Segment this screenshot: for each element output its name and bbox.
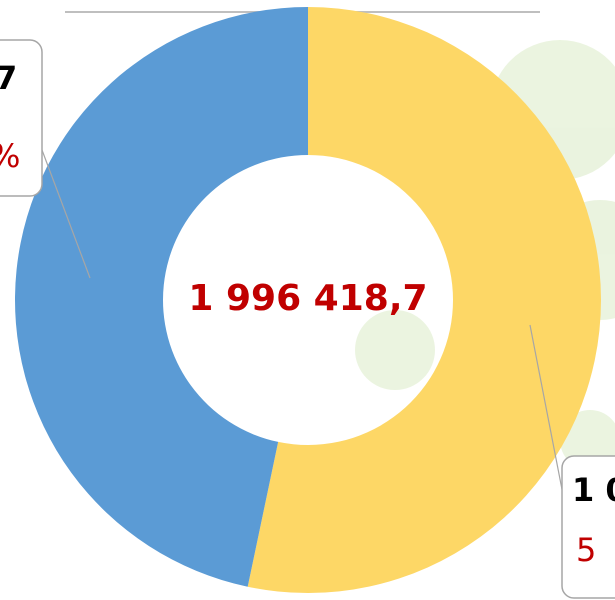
center-total: 1 996 418,7 bbox=[188, 278, 427, 319]
callout-value: 7 bbox=[0, 59, 17, 97]
callout-percent: % bbox=[0, 137, 20, 175]
chart: 1 996 418,7 1 0 5 7 % bbox=[0, 0, 615, 600]
callout-percent: 5 bbox=[576, 531, 596, 569]
callout-value: 1 0 bbox=[572, 471, 615, 509]
